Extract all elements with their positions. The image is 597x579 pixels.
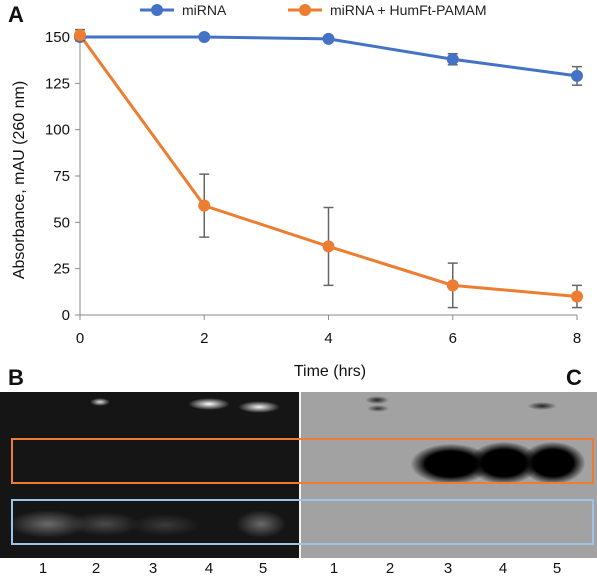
chart-legend: miRNA miRNA + HumFt-PAMAM [140,2,486,18]
data-point [198,199,211,212]
y-tick-label: 75 [53,168,70,185]
lane-label-b-2: 2 [91,560,101,577]
chart-series [74,28,583,309]
y-tick-label: 100 [45,122,70,139]
legend-label: miRNA + HumFt-PAMAM [330,2,486,18]
x-tick-label: 4 [324,330,332,347]
lane-label-c-2: 2 [385,560,395,577]
chart-axes: 0 25 50 75 100 125 150 0 2 4 6 8 [45,29,581,347]
x-tick-label: 8 [573,330,581,347]
lane-label-c-5: 5 [552,560,562,577]
y-tick-label: 125 [45,75,70,92]
data-point [322,240,335,253]
lane-label-b-4: 4 [204,560,214,577]
x-tick-label: 6 [449,330,457,347]
gel-spot [188,398,230,410]
gel-spot [367,405,389,412]
gel-spot [527,402,557,410]
y-tick-label: 50 [53,214,70,231]
legend-swatch-marker [299,4,311,16]
x-tick-label: 2 [200,330,208,347]
gel-image-b [0,392,299,558]
data-point [74,29,86,42]
lane-label-b-3: 3 [148,560,158,577]
gel-band [521,442,585,484]
line-chart: miRNA miRNA + HumFt-PAMAM 0 25 50 75 100 125 15… [11,2,583,380]
gel-band [236,510,286,538]
highlight-box-blue [11,499,594,545]
data-point [571,69,583,82]
legend-label: miRNA [182,2,227,18]
lane-label-b-1: 1 [38,560,48,577]
gel-divider [299,392,301,558]
gel-spot [238,401,280,413]
y-tick-label: 25 [53,261,70,278]
data-point [446,53,459,66]
panel-label-c: C [566,365,582,390]
lane-label-c-1: 1 [329,560,339,577]
data-point [322,32,335,45]
gel-spot [365,396,389,404]
gel-image-c [301,392,597,558]
lane-label-b-5: 5 [258,560,268,577]
y-axis-title: Absorbance, mAU (260 nm) [11,81,28,279]
gel-spot [90,398,110,406]
y-tick-label: 0 [62,307,70,324]
y-tick-label: 150 [45,29,70,46]
panel-label-b: B [8,365,24,390]
lane-label-c-3: 3 [443,560,453,577]
gel-band [130,514,200,536]
legend-swatch-marker [151,4,163,16]
data-point [446,279,459,292]
data-point [571,290,583,303]
panel-label-a: A [8,2,24,27]
gel-band [70,512,140,536]
highlight-box-orange [11,438,594,484]
x-axis-title: Time (hrs) [294,363,366,380]
data-point [198,31,211,43]
x-tick-label: 0 [76,330,84,347]
lane-label-c-4: 4 [498,560,508,577]
